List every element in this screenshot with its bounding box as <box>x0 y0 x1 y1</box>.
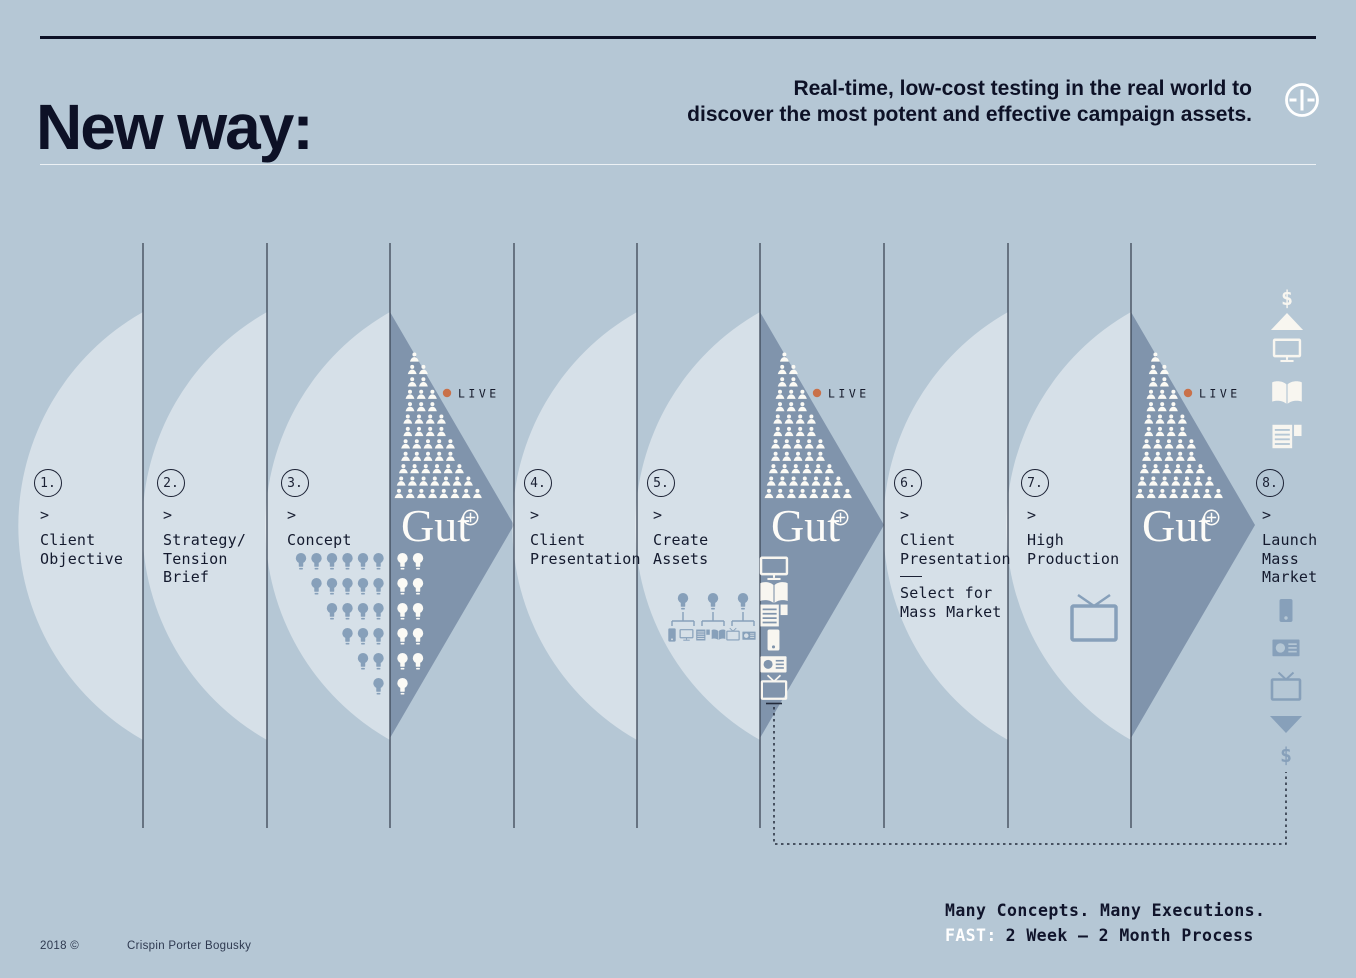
step-number: 8. <box>1262 475 1278 491</box>
step-2: 2. > Strategy/ Tension Brief <box>157 469 283 587</box>
step-number-badge: 6. <box>894 469 922 497</box>
label-divider <box>900 576 922 577</box>
petal <box>142 312 267 740</box>
step-number-badge: 7. <box>1021 469 1049 497</box>
triangle-down-icon <box>1269 716 1303 733</box>
step-number: 5. <box>653 475 669 491</box>
step-number-badge: 4. <box>524 469 552 497</box>
step-3: 3. > Concept <box>281 469 407 550</box>
step-number: 2. <box>163 475 179 491</box>
step-number: 4. <box>530 475 546 491</box>
step-label: Client Presentation <box>530 531 641 568</box>
chevron-right-icon: > <box>1262 506 1272 524</box>
dollar-icon: $ <box>1281 286 1293 310</box>
step-number-badge: 1. <box>34 469 62 497</box>
smartphone-icon <box>668 628 676 642</box>
step-6: 6. > Client Presentation Select for Mass… <box>894 469 1020 621</box>
step-label: Create Assets <box>653 531 709 568</box>
step-7: 7. > High Production <box>1021 469 1147 568</box>
step-label: Client Objective <box>40 531 124 568</box>
chevron-right-icon: > <box>40 506 50 524</box>
launch-bottom-icons: $ <box>1269 599 1303 767</box>
high-production-tv-icon <box>1070 593 1118 642</box>
step-number: 6. <box>900 475 916 491</box>
step-label: Concept <box>287 531 352 549</box>
step-5: 5. > Create Assets <box>647 469 773 568</box>
agency-credit: Crispin Porter Bogusky <box>127 940 252 952</box>
newspaper-icon <box>1272 424 1302 449</box>
monitor-icon <box>1272 338 1302 363</box>
step-number: 7. <box>1027 475 1043 491</box>
step-label: Strategy/ Tension Brief <box>163 531 247 586</box>
radio-icon <box>1272 638 1300 657</box>
chevron-right-icon: > <box>653 506 663 524</box>
step-number: 3. <box>287 475 303 491</box>
chevron-right-icon: > <box>1027 506 1037 524</box>
subtitle-line-1: Real-time, low-cost testing in the real … <box>793 77 1252 100</box>
step-4: 4. > Client Presentation <box>524 469 650 568</box>
subtitle-line-2: discover the most potent and effective c… <box>687 103 1252 126</box>
step-label: Launch Mass Market <box>1262 531 1318 586</box>
step-number: 1. <box>40 475 56 491</box>
stage-petals <box>18 312 1131 740</box>
step-number-badge: 8. <box>1256 469 1284 497</box>
petal <box>635 312 760 740</box>
circle-plus-icon <box>1285 83 1319 117</box>
step-8: 8. > Launch Mass Market <box>1256 469 1356 587</box>
tv-icon <box>1270 671 1302 701</box>
column-lines <box>142 243 1132 828</box>
sub-rule <box>40 164 1316 165</box>
petal <box>18 312 143 740</box>
chevron-right-icon: > <box>530 506 540 524</box>
callout-line-1: Many Concepts. Many Executions. <box>945 901 1266 920</box>
top-rule <box>40 36 1316 39</box>
radio-icon <box>760 655 787 673</box>
step-label: High Production <box>1027 531 1120 568</box>
step-label: Client Presentation <box>900 531 1011 568</box>
step-number-badge: 5. <box>647 469 675 497</box>
smartphone-icon <box>1279 599 1293 622</box>
smartphone-icon <box>767 629 780 651</box>
step-number-badge: 3. <box>281 469 309 497</box>
dollar-icon: $ <box>1280 743 1292 767</box>
callout-line-2: FAST: 2 Week – 2 Month Process <box>945 926 1254 945</box>
summary-callout: Many Concepts. Many Executions. FAST: 2 W… <box>945 898 1265 948</box>
create-assets-pictogram <box>668 593 756 642</box>
chevron-right-icon: > <box>287 506 297 524</box>
petal <box>883 312 1008 740</box>
triangle-up-icon <box>1270 313 1304 330</box>
petal <box>512 312 637 740</box>
page-title: New way: <box>36 90 314 163</box>
step-number-badge: 2. <box>157 469 185 497</box>
petal <box>1006 312 1131 740</box>
chevron-right-icon: > <box>163 506 173 524</box>
radio-icon <box>742 631 756 640</box>
subtitle: Real-time, low-cost testing in the real … <box>592 76 1252 128</box>
book-icon <box>1272 381 1302 404</box>
chevron-right-icon: > <box>900 506 910 524</box>
feedback-connector <box>766 702 1287 845</box>
copyright-year: 2018 © <box>40 940 80 952</box>
fast-label: FAST: <box>945 926 997 945</box>
step-sub-label: Select for Mass Market <box>900 584 1002 621</box>
step-1: 1. > Client Objective <box>34 469 160 568</box>
launch-top-icons: $ <box>1270 286 1304 449</box>
